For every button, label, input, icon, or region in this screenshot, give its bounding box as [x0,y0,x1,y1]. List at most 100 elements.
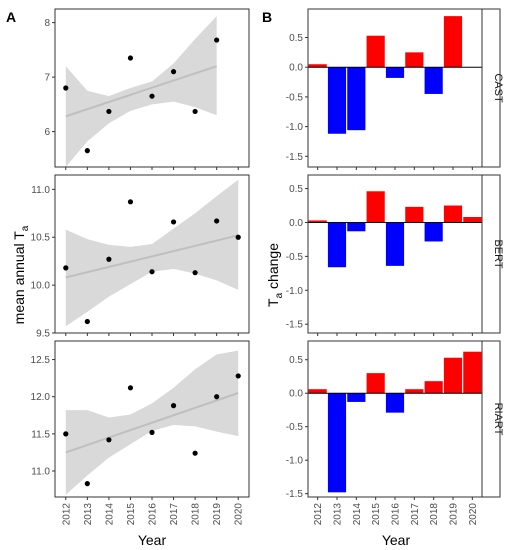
scatter-bert-point [106,256,112,262]
scatter-cast-point [149,93,155,99]
panel-label-b: B [262,9,272,25]
right-xtick-label: 2018 [429,503,440,526]
scatter-cast-point [192,108,198,115]
scatter-riart-ytick-label: 11.0 [31,467,50,478]
bar-bert-ytick-label: 0.5 [289,184,303,195]
scatter-riart-ytick-label: 12.5 [31,355,51,366]
bar-bert-bar [366,191,385,223]
scatter-bert-ytick-label: 10.0 [31,281,51,292]
bar-riart-strip-label: RIART [492,403,504,436]
scatter-riart-point [63,431,69,437]
bar-cast-strip-label: CAST [492,73,504,103]
bar-riart-bar [347,393,366,402]
left-y-axis-title-subscript: a [20,225,31,231]
bar-riart-bar [366,373,385,394]
scatter-cast-point [63,85,69,91]
bar-bert-strip [481,174,501,334]
scatter-riart-trend-line [65,392,239,454]
left-xtick-label: 2013 [83,503,94,526]
bar-riart-bar [463,351,482,394]
scatter-bert-point [63,265,69,271]
scatter-cast-ytick-label: 8 [44,18,50,29]
scatter-cast-ytick-label: 6 [44,127,50,138]
bar-cast-ytick-label: -1.0 [286,122,304,133]
scatter-bert-point [192,270,198,276]
scatter-bert-ytick-label: 11.0 [31,185,50,196]
scatter-bert-point [214,218,220,224]
right-xtick-label: 2015 [371,503,382,526]
bar-bert-ytick-label: 0.0 [289,218,303,229]
scatter-cast-point [127,55,134,61]
scatter-cast-point [106,108,112,115]
right-xtick-label: 2012 [313,503,324,526]
bar-cast-ytick-label: -1.5 [286,152,304,163]
bar-bert-ytick-label: -1.0 [286,286,304,297]
bar-riart-ytick-label: -1.5 [286,489,304,500]
bar-riart-ytick-label: -1.0 [286,456,304,467]
bar-bert-bar [385,222,405,266]
right-xtick-label: 2019 [449,503,460,526]
right-y-axis-title-suffix: change [265,243,281,293]
bar-cast-bar [424,67,443,94]
bar-cast-strip [481,8,501,168]
bar-cast-bar [347,67,366,131]
left-xtick-label: 2020 [234,503,245,526]
bar-cast-ytick-label: -0.5 [286,92,304,103]
right-x-axis-title: Year [382,532,411,548]
right-xtick-label: 2017 [410,503,421,526]
right-xtick-label: 2016 [391,503,402,526]
bar-riart-bar [385,393,405,413]
scatter-bert-ytick-label: 9.5 [36,329,50,340]
scatter-riart-point [192,450,198,456]
bar-bert-bar [424,222,443,242]
scatter-cast-point [84,148,90,154]
bar-bert-bar [308,220,327,223]
bar-riart-ytick-label: 0.0 [289,389,303,400]
scatter-riart-point [84,481,90,487]
bar-bert-ytick-label: -1.5 [286,320,304,331]
scatter-bert-point [149,269,155,275]
scatter-bert-point [127,199,134,205]
bar-riart-bar [443,357,463,394]
scatter-riart-point [106,437,112,443]
right-xtick-label: 2013 [333,503,344,526]
scatter-cast-point [170,69,177,75]
bar-bert-strip-label: BERT [492,239,504,268]
scatter-bert-confidence-band [65,179,239,327]
scatter-riart-ytick-label: 12.0 [31,392,51,403]
left-xtick-label: 2012 [61,503,72,526]
left-xtick-label: 2015 [126,503,137,526]
bar-riart-bar [424,381,443,394]
plot-area: 6 7 8 9.5 10.0 10.5 11.0 11.0 11.5 12.0 12.5 -1.5 -1… [31,8,504,526]
left-xtick-label: 2018 [191,503,202,526]
bar-riart-bar [308,389,327,394]
bar-bert-bar [347,222,366,232]
bar-cast-bar [327,67,347,134]
bar-cast-bar [443,16,463,68]
bar-cast-bar [308,64,327,68]
bar-cast-ytick-label: 0.0 [289,63,303,74]
panel-label-a: A [6,9,16,25]
bar-cast-bar [405,52,424,68]
left-xtick-label: 2016 [148,503,159,526]
scatter-riart-point [127,385,134,391]
bar-riart-bar [405,389,424,394]
left-y-axis-title: mean annual Ta [11,225,31,324]
bar-bert-bar [463,217,482,223]
scatter-cast-point [214,37,220,43]
scatter-bert-point [235,234,241,240]
left-xtick-label: 2014 [104,503,115,526]
scatter-riart-point [214,394,220,400]
bar-bert-bar [405,206,424,223]
right-xtick-label: 2020 [468,503,479,526]
scatter-cast-trend-line [65,65,217,118]
scatter-bert-point [170,219,177,225]
bar-riart-bar [327,393,347,493]
scatter-riart-ytick-label: 11.5 [31,429,50,440]
bar-riart-ytick-label: -0.5 [286,422,304,433]
scatter-cast-ytick-label: 7 [44,73,50,84]
left-x-axis-title: Year [138,532,167,548]
scatter-bert-point [84,318,90,325]
scatter-riart-point [235,373,241,379]
